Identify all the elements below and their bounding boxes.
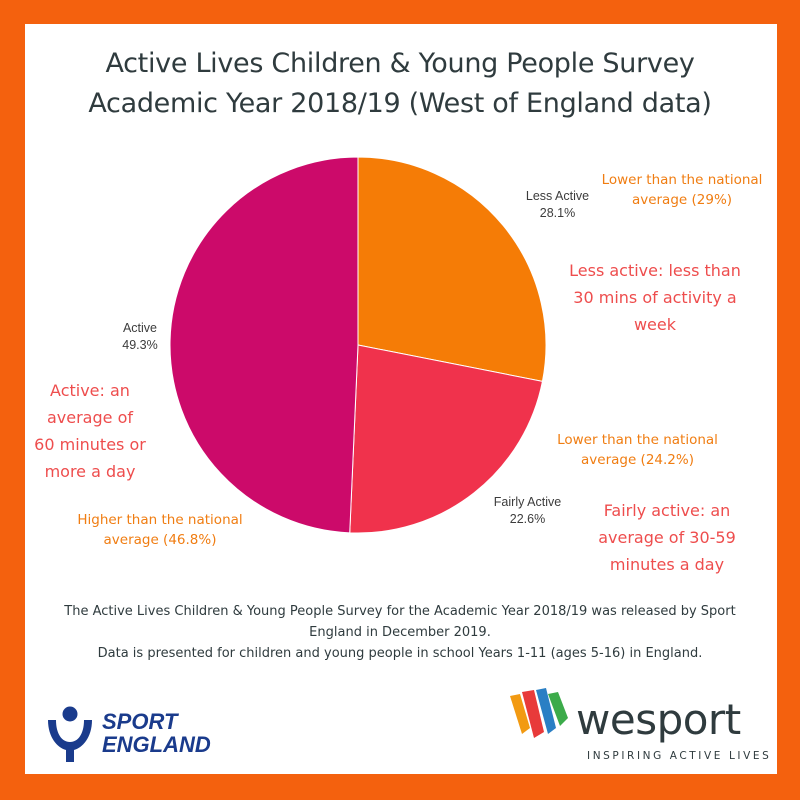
- pie-slice-active: [169, 156, 359, 534]
- note-line: average (29%): [631, 192, 733, 208]
- note-line: Less active: less than: [569, 261, 741, 280]
- chart-title-line-1: Active Lives Children & Young People Sur…: [105, 48, 695, 79]
- note-line: average (24.2%): [581, 452, 694, 468]
- note-line: average of 30-59: [598, 528, 736, 547]
- note-line: 60 minutes or: [34, 435, 146, 454]
- note-line: Fairly active: an: [603, 501, 731, 520]
- note-line: more a day: [44, 462, 136, 481]
- wesport-wordmark: wesport: [576, 695, 741, 744]
- pie-slice-less-active: [357, 156, 547, 382]
- note-line: average of: [46, 408, 133, 427]
- slice-label-active: Active 49.3%: [95, 320, 185, 354]
- pie-slice-fairly-active: [349, 344, 544, 534]
- note-line: Lower than the national: [557, 432, 718, 448]
- fairly-active-definition-note: Fairly active: an average of 30-59 minut…: [572, 497, 762, 578]
- chart-title-line-2: Academic Year 2018/19 (West of England d…: [88, 88, 712, 119]
- slice-name-less-active: Less Active: [525, 189, 590, 203]
- less-active-definition-note: Less active: less than 30 mins of activi…: [560, 257, 750, 338]
- wesport-tagline: INSPIRING ACTIVE LIVES: [587, 750, 772, 762]
- slice-name-active: Active: [122, 321, 158, 335]
- active-national-note: Higher than the national average (46.8%): [60, 510, 260, 550]
- fairly-active-national-note: Lower than the national average (24.2%): [545, 430, 730, 470]
- footer-line: England in December 2019.: [309, 625, 491, 640]
- sport-england-line2: ENGLAND: [102, 732, 211, 757]
- note-line: Higher than the national: [77, 512, 243, 528]
- footer-text: The Active Lives Children & Young People…: [60, 601, 740, 664]
- sport-england-logo-icon: [48, 706, 92, 762]
- slice-value-fairly-active: 22.6%: [509, 512, 546, 526]
- note-line: Active: an: [50, 381, 130, 400]
- footer-line: The Active Lives Children & Young People…: [64, 604, 736, 619]
- active-definition-note: Active: an average of 60 minutes or more…: [20, 377, 160, 485]
- note-line: week: [633, 315, 677, 334]
- note-line: Lower than the national: [601, 172, 763, 188]
- slice-name-fairly-active: Fairly Active: [493, 495, 562, 509]
- slice-value-active: 49.3%: [122, 338, 158, 352]
- note-line: 30 mins of activity a: [573, 288, 737, 307]
- slice-value-less-active: 28.1%: [539, 206, 576, 220]
- slice-label-less-active: Less Active 28.1%: [505, 188, 610, 222]
- footer-line: Data is presented for children and young…: [97, 646, 703, 661]
- note-line: minutes a day: [609, 555, 725, 574]
- less-active-national-note: Lower than the national average (29%): [592, 170, 772, 210]
- note-line: average (46.8%): [103, 532, 217, 548]
- slice-label-fairly-active: Fairly Active 22.6%: [475, 494, 580, 528]
- sport-england-line1: SPORT: [102, 709, 178, 734]
- wesport-logo-icon: [510, 688, 568, 738]
